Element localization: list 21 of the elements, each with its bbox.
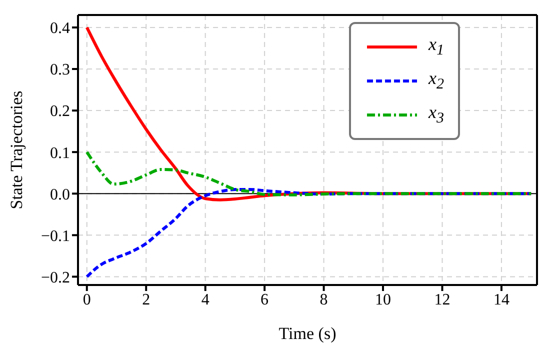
y-tick-label: 0.3 bbox=[50, 62, 70, 79]
y-tick-label: 0.0 bbox=[50, 186, 70, 204]
x-tick-label: 0 bbox=[82, 291, 91, 308]
x-tick-label: 14 bbox=[493, 291, 510, 308]
x-tick-label: 8 bbox=[320, 291, 328, 308]
y-tick-label: 0.1 bbox=[50, 144, 70, 162]
y-tick-label: 0.4 bbox=[50, 20, 70, 38]
y-tick-label: 0.2 bbox=[50, 103, 70, 120]
y-axis-title: State Trajectories bbox=[7, 90, 26, 210]
line-series bbox=[85, 150, 533, 196]
x-tick-label: 4 bbox=[201, 291, 210, 308]
y-tick-label: −0.1 bbox=[40, 228, 70, 245]
legend-label: x$_{2}$ bbox=[428, 68, 444, 94]
x-tick-label: 12 bbox=[434, 291, 450, 308]
x-tick-label: 10 bbox=[375, 291, 392, 308]
legend-label: x$_{1}$ bbox=[428, 34, 444, 60]
y-tick-label: −0.2 bbox=[40, 269, 70, 286]
legend-label: x$_{3}$ bbox=[428, 102, 444, 128]
x-tick-label: 6 bbox=[260, 291, 269, 308]
x-tick-label: 2 bbox=[142, 291, 150, 308]
x-axis-title: Time (s) bbox=[278, 324, 336, 343]
